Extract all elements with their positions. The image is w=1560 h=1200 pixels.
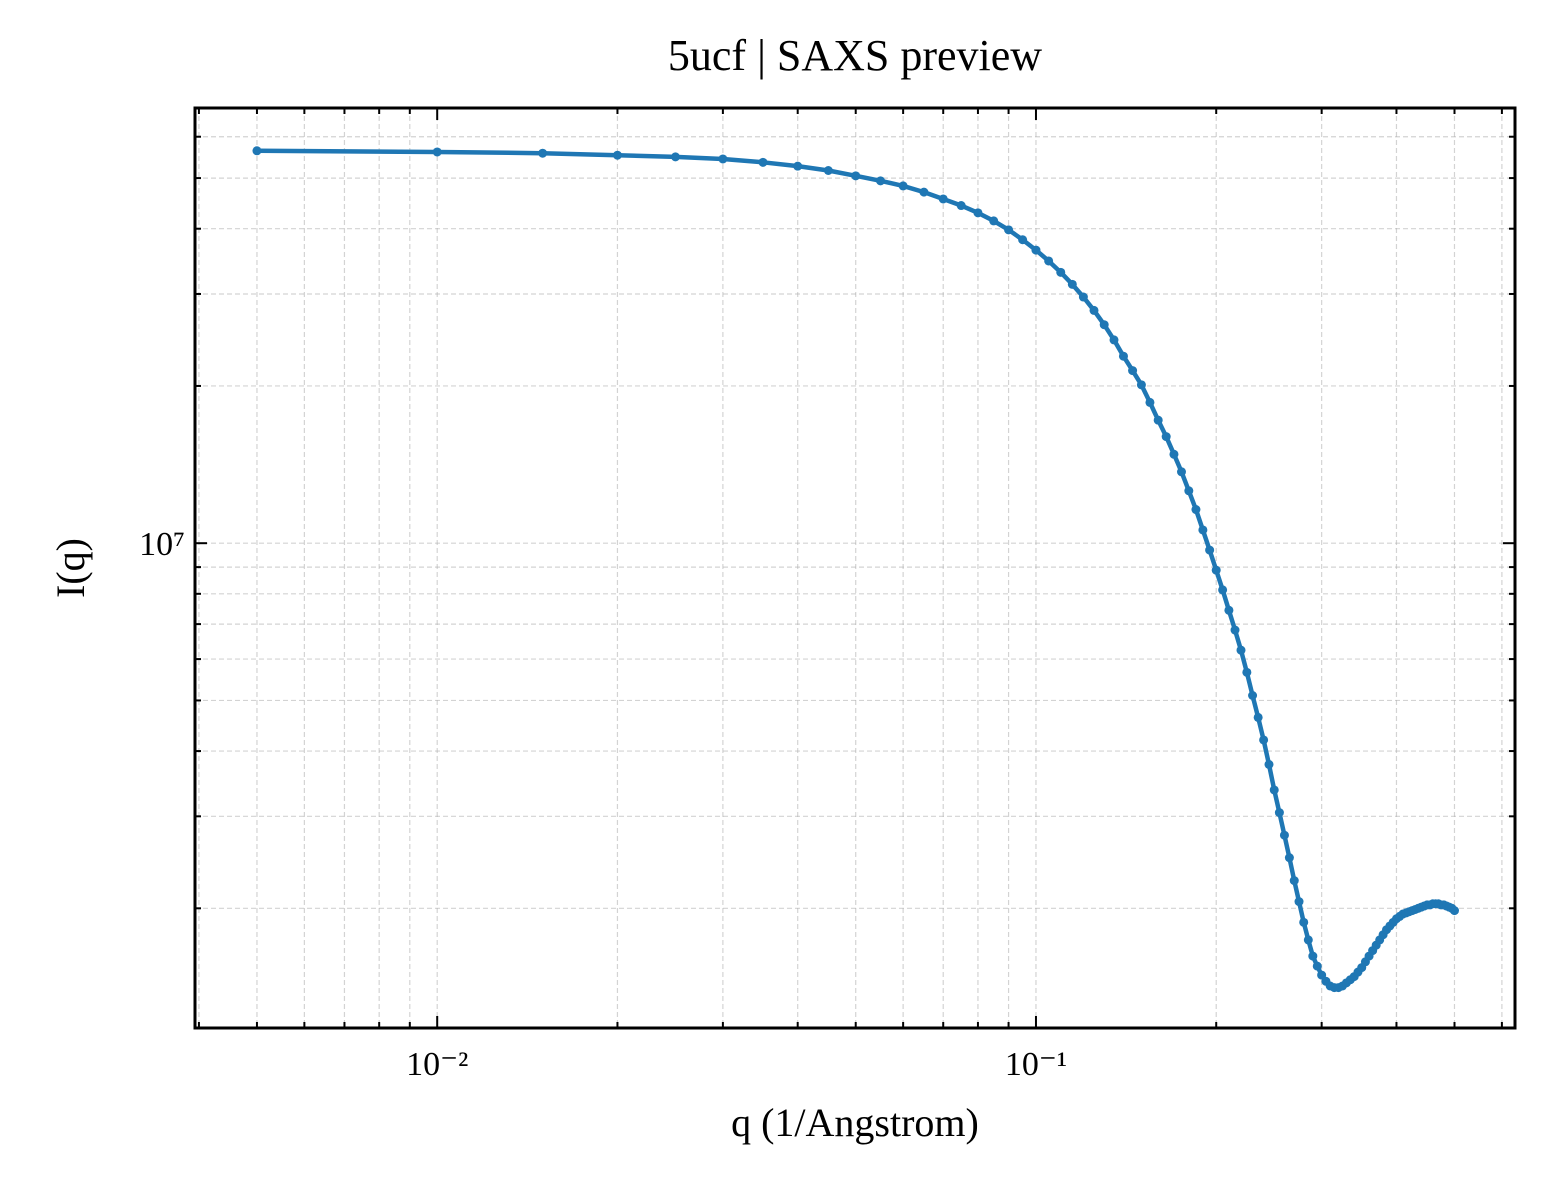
data-point bbox=[1153, 415, 1163, 425]
data-point bbox=[252, 146, 262, 156]
data-point bbox=[1191, 505, 1201, 515]
data-point bbox=[793, 161, 803, 171]
data-point bbox=[1218, 585, 1228, 595]
data-point bbox=[718, 154, 728, 164]
data-point bbox=[758, 157, 768, 167]
data-point bbox=[1198, 525, 1208, 535]
data-point bbox=[919, 187, 929, 197]
data-point bbox=[1089, 305, 1099, 315]
data-point bbox=[1274, 808, 1284, 818]
data-point bbox=[1259, 735, 1269, 745]
data-point bbox=[1224, 605, 1234, 615]
data-point bbox=[898, 181, 908, 191]
data-point bbox=[1128, 366, 1138, 376]
x-axis-label: q (1/Angstrom) bbox=[731, 1100, 979, 1145]
data-point bbox=[1312, 961, 1322, 971]
data-point bbox=[876, 176, 886, 186]
data-point bbox=[973, 208, 983, 218]
data-point bbox=[1264, 759, 1274, 769]
data-point bbox=[1067, 279, 1077, 289]
data-point bbox=[1004, 225, 1014, 235]
data-point bbox=[1099, 320, 1109, 330]
grid bbox=[195, 108, 1515, 1028]
data-point bbox=[1031, 245, 1041, 255]
data-point bbox=[1248, 691, 1258, 701]
data-point bbox=[956, 201, 966, 211]
data-point bbox=[538, 148, 548, 158]
data-point bbox=[1308, 951, 1318, 961]
data-point bbox=[1056, 267, 1066, 277]
data-point bbox=[823, 166, 833, 176]
data-point bbox=[670, 152, 680, 162]
plot bbox=[252, 146, 1459, 993]
x-tick-label: 10⁻¹ bbox=[1005, 1046, 1067, 1083]
data-point bbox=[1253, 712, 1263, 722]
data-point bbox=[612, 150, 622, 160]
data-point bbox=[938, 194, 948, 204]
y-axis-label: I(q) bbox=[48, 538, 93, 598]
data-point bbox=[432, 147, 442, 157]
data-point bbox=[1211, 565, 1221, 575]
data-point bbox=[1145, 397, 1155, 407]
data-point bbox=[1176, 467, 1186, 477]
data-point bbox=[1136, 380, 1146, 390]
data-point bbox=[1078, 292, 1088, 302]
data-point bbox=[1303, 935, 1313, 945]
data-point bbox=[1269, 785, 1279, 795]
data-point bbox=[1299, 917, 1309, 927]
data-point bbox=[1294, 897, 1304, 907]
x-tick-label: 10⁻² bbox=[406, 1046, 468, 1083]
data-point bbox=[1109, 335, 1119, 345]
ticks: 10⁻² 10⁻¹ 10⁷ bbox=[139, 108, 1515, 1083]
chart-title: 5ucf | SAXS preview bbox=[668, 31, 1042, 80]
data-point bbox=[1284, 853, 1294, 863]
data-point bbox=[1184, 486, 1194, 496]
data-point bbox=[1161, 432, 1171, 442]
axes-frame bbox=[193, 106, 1517, 1030]
data-point bbox=[1279, 830, 1289, 840]
data-point bbox=[1289, 876, 1299, 886]
data-point bbox=[1118, 351, 1128, 361]
data-point bbox=[1242, 667, 1252, 677]
data-point bbox=[1044, 256, 1054, 266]
data-point bbox=[989, 216, 999, 226]
data-point bbox=[851, 171, 861, 181]
data-point bbox=[1236, 645, 1246, 655]
data-point bbox=[1169, 449, 1179, 459]
y-tick-label: 10⁷ bbox=[139, 526, 185, 563]
data-point bbox=[1230, 625, 1240, 635]
data-point bbox=[1449, 906, 1459, 916]
data-point bbox=[1018, 235, 1028, 245]
data-point bbox=[1205, 545, 1215, 555]
